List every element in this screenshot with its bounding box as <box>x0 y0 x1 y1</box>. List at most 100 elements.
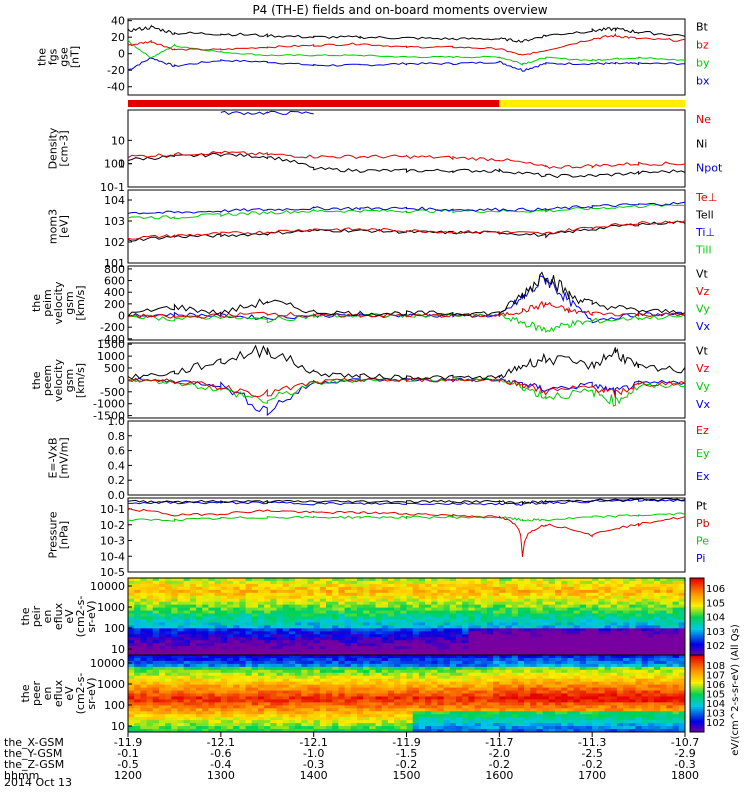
legend-Pb: Pb <box>696 517 710 530</box>
spectrogram-cell <box>363 717 370 721</box>
spectrogram-cell <box>208 729 216 733</box>
spectrogram-cell <box>486 669 494 674</box>
spectrogram-cell <box>363 723 370 727</box>
spectrogram-cell <box>493 578 500 582</box>
spectrogram-cell <box>418 586 426 591</box>
colorbar-step <box>690 606 704 610</box>
spectrogram-cell <box>456 631 463 635</box>
spectrogram-cell <box>585 657 593 662</box>
spectrogram-cell <box>480 628 488 632</box>
colorbar-step <box>690 637 704 641</box>
spectrogram-cell <box>548 583 556 588</box>
spectrogram-cell <box>579 657 587 662</box>
spectrogram-cell <box>387 687 395 692</box>
spectrogram-cell <box>456 720 463 724</box>
spectrogram-cell <box>307 660 315 665</box>
spectrogram-cell <box>616 723 624 727</box>
spectrogram-cell <box>647 580 655 585</box>
spectrogram-cell <box>604 711 612 715</box>
spectrogram-cell <box>585 708 593 712</box>
spectrogram-cell <box>468 580 476 585</box>
spectrogram-cell <box>567 711 575 715</box>
colorbar-step <box>690 664 704 668</box>
spectrogram-cell <box>610 690 618 694</box>
spectrogram-cell <box>381 669 389 674</box>
spectrogram-cell <box>616 604 624 609</box>
spectrogram-cell <box>264 640 271 644</box>
spectrogram-cell <box>579 714 587 718</box>
spectrogram-cell <box>326 583 333 588</box>
spectrogram-cell <box>276 678 284 683</box>
spectrogram-cell <box>165 723 172 727</box>
spectrogram-cell <box>350 708 358 712</box>
spectrogram-cell <box>524 601 531 606</box>
spectrogram-cell <box>183 578 191 582</box>
series-Pe-line <box>127 512 686 522</box>
spectrogram-cell <box>443 663 451 668</box>
spectrogram-cell <box>158 643 166 647</box>
spectrogram-cell <box>233 610 240 615</box>
colorbar-step <box>690 660 704 664</box>
spectrogram-cell <box>295 684 302 689</box>
spectrogram-cell <box>567 655 575 659</box>
spectrogram-cell <box>344 669 352 674</box>
spectrogram-cell <box>536 640 544 644</box>
spectrogram-cell <box>356 660 364 665</box>
spectrogram-cell <box>400 583 407 588</box>
spectrogram-cell <box>425 666 432 671</box>
spectrogram-cell <box>338 675 346 680</box>
spectrogram-cell <box>616 622 624 626</box>
spectrogram-cell <box>542 580 550 585</box>
spectrogram-cell <box>431 720 438 724</box>
spectrogram-cell <box>356 592 364 597</box>
spectrogram-cell <box>431 586 438 591</box>
spectrogram-cell <box>332 625 339 629</box>
spectrogram-cell <box>604 708 612 712</box>
spectrogram-cell <box>567 589 575 594</box>
spectrogram-cell <box>623 720 630 724</box>
spectrogram-cell <box>511 595 519 600</box>
spectrogram-cell <box>152 657 160 662</box>
spectrogram-cell <box>183 625 191 629</box>
spectrogram-cell <box>208 583 216 588</box>
spectrogram-cell <box>437 637 445 641</box>
spectrogram-cell <box>381 672 389 677</box>
spectrogram-cell <box>462 669 469 674</box>
spectrogram-cell <box>524 583 531 588</box>
spectrogram-cell <box>585 729 593 733</box>
spectrogram-cell <box>418 678 426 683</box>
spectrogram-cell <box>443 723 451 727</box>
spectrogram-cell <box>474 723 482 727</box>
spectrogram-cell <box>443 717 451 721</box>
spectrogram-cell <box>202 708 209 712</box>
spectrogram-cell <box>517 678 525 683</box>
spectrogram-cell <box>158 646 166 650</box>
spectrogram-cell <box>616 690 624 694</box>
spectrogram-cell <box>257 684 265 689</box>
spectrogram-cell <box>486 589 494 594</box>
spectrogram-cell <box>530 693 537 697</box>
spectrogram-cell <box>431 660 438 665</box>
spectrogram-cell <box>585 693 593 697</box>
spectrogram-cell <box>220 678 228 683</box>
spectrogram-cell <box>313 589 321 594</box>
spectrogram-cell <box>233 595 240 600</box>
spectrogram-cell <box>555 622 562 626</box>
spectrogram-cell <box>443 640 451 644</box>
y-tick-label: 103 <box>104 215 125 228</box>
spectrogram-cell <box>319 640 327 644</box>
spectrogram-cell <box>307 616 315 620</box>
spectrogram-cell <box>462 690 469 694</box>
spectrogram-cell <box>239 592 247 597</box>
spectrogram-cell <box>418 690 426 694</box>
spectrogram-cell <box>616 598 624 603</box>
spectrogram-cell <box>511 616 519 620</box>
spectrogram-cell <box>585 696 593 700</box>
spectrogram-cell <box>437 598 445 603</box>
spectrogram-cell <box>486 631 494 635</box>
spectrogram-cell <box>641 729 649 733</box>
spectrogram-cell <box>356 687 364 692</box>
spectrogram-cell <box>307 720 315 724</box>
spectrogram-cell <box>654 708 661 712</box>
